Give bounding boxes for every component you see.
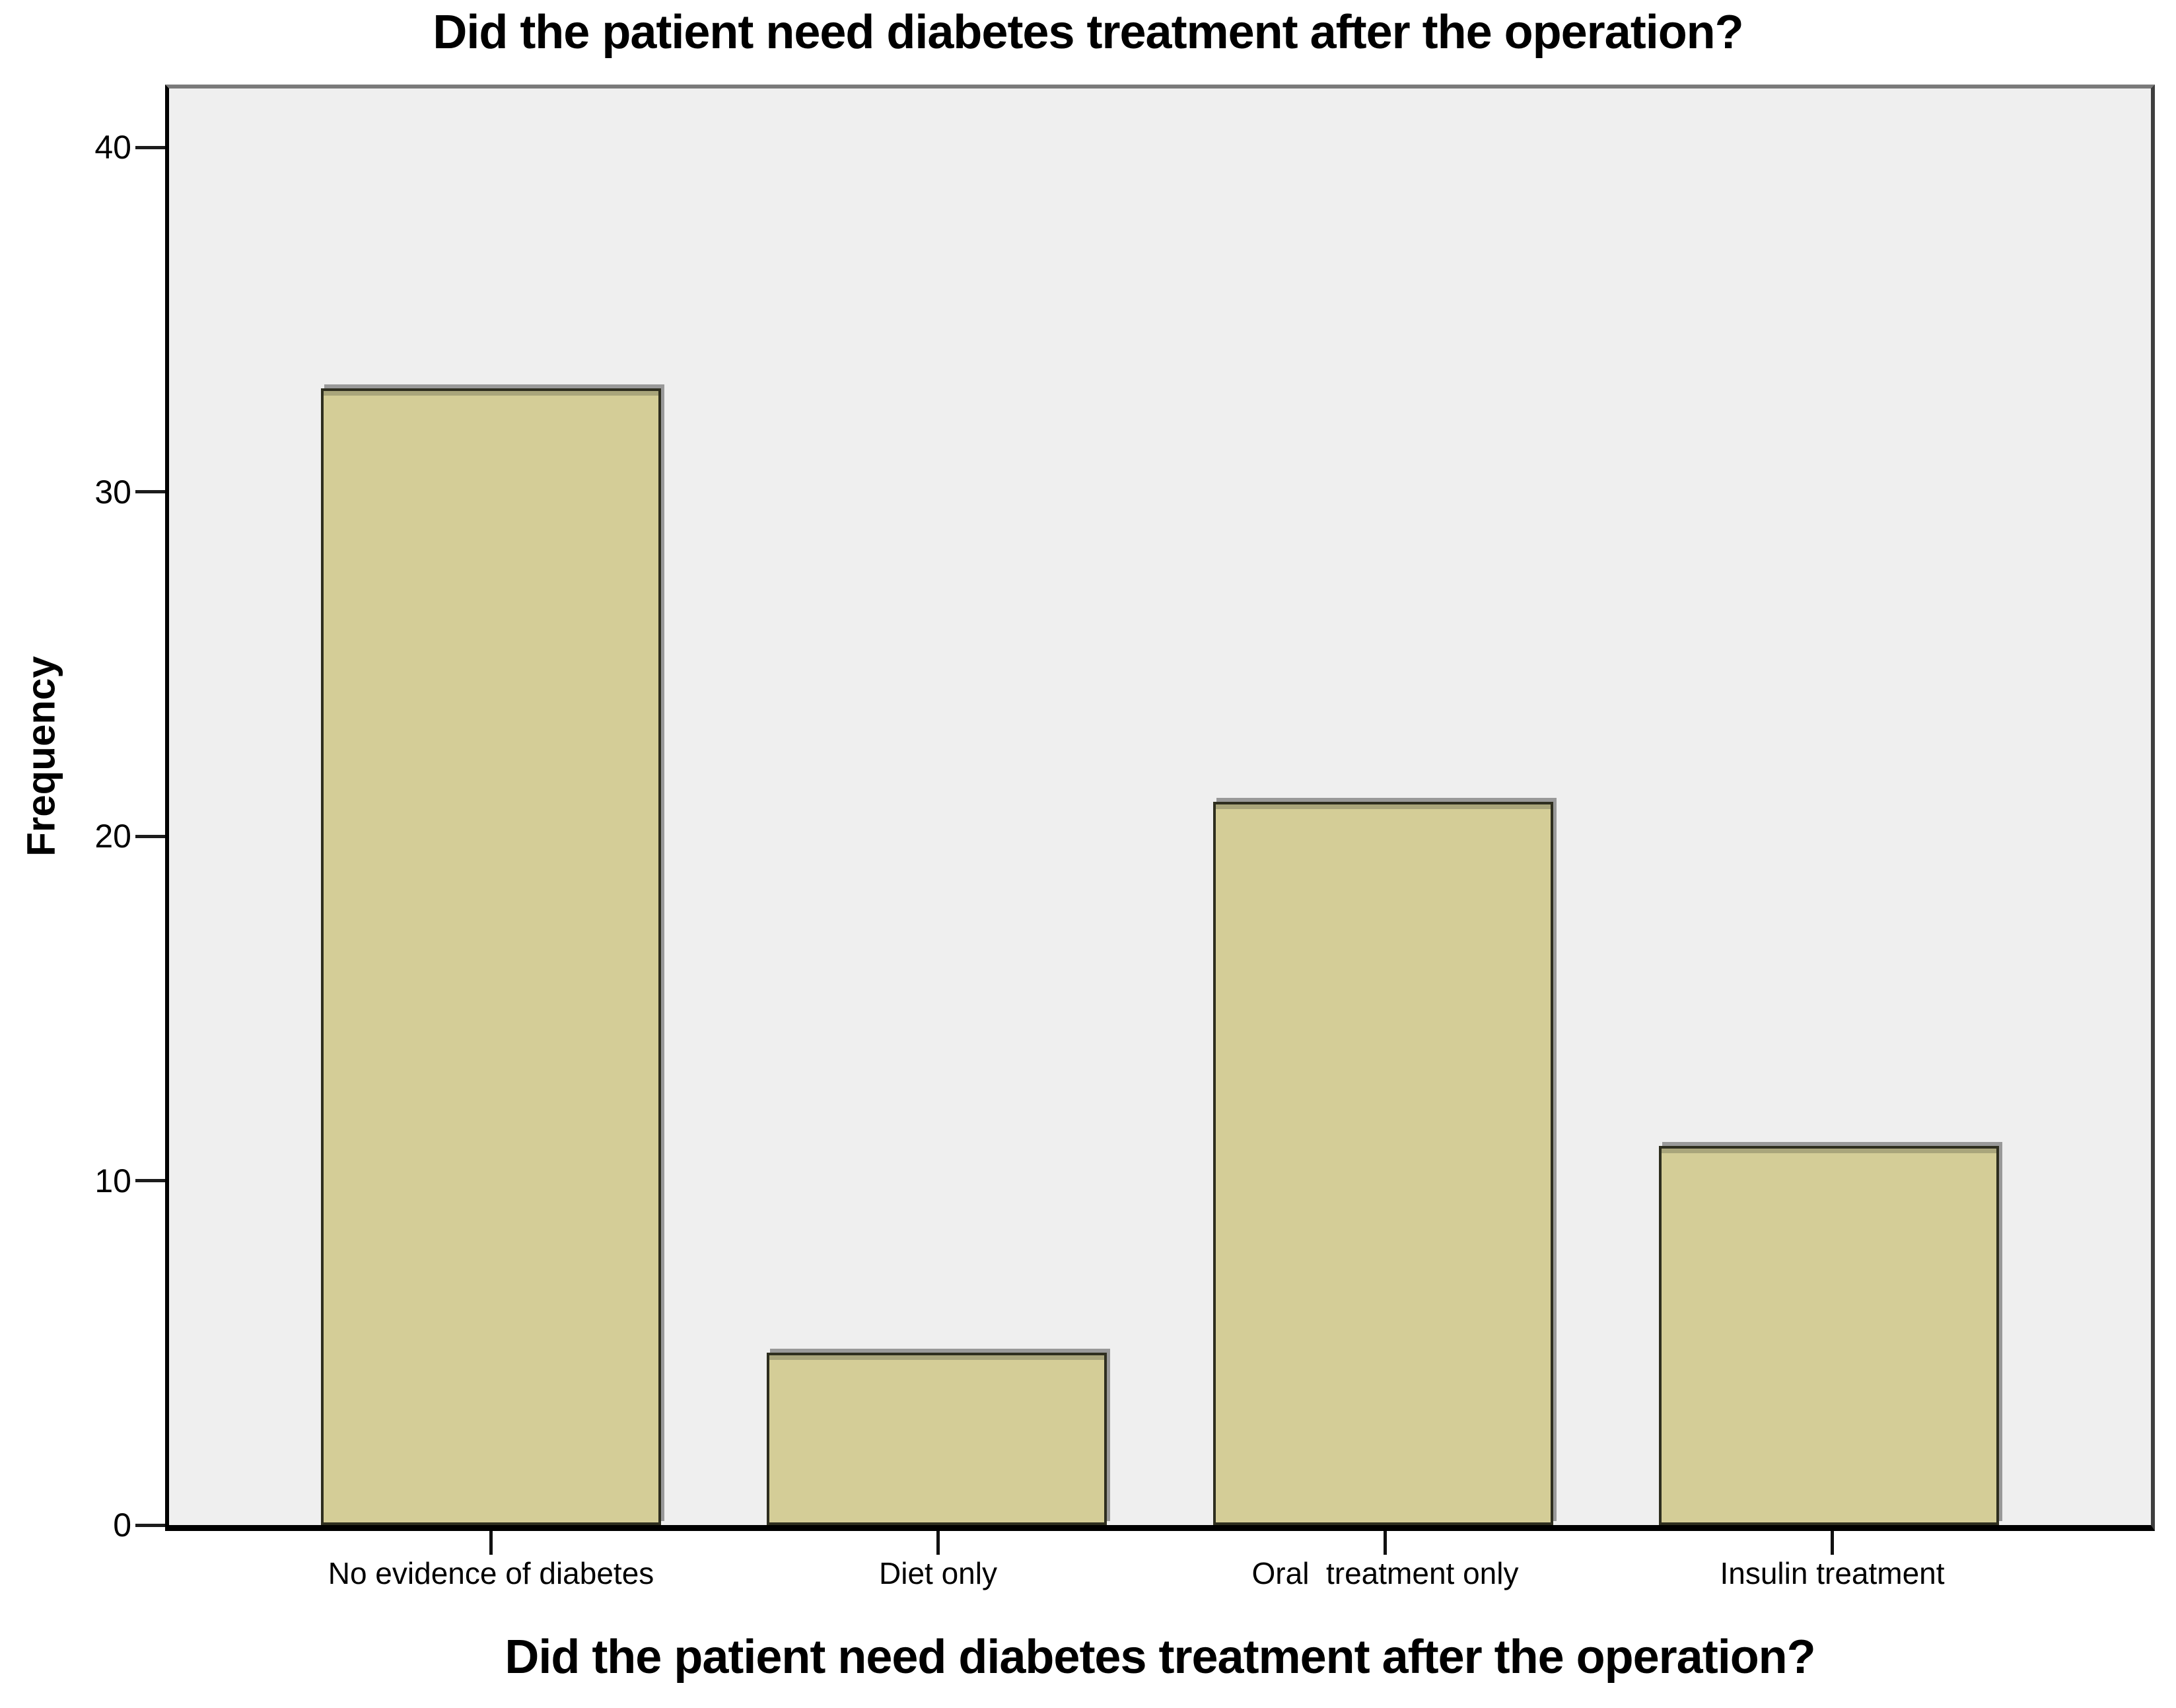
y-tick-label: 20 — [94, 818, 131, 855]
y-tick-label: 30 — [94, 473, 131, 511]
x-axis-title: Did the patient need diabetes treatment … — [505, 1631, 1815, 1684]
plot-area: 0 10 20 30 40 No evidence of diabetes Diet onl… — [94, 85, 2155, 1590]
x-tick-label: No evidence of diabetes — [328, 1556, 654, 1590]
bar-2 — [1212, 801, 1553, 1525]
y-tick-label: 40 — [94, 129, 131, 166]
y-tick-mark — [135, 1523, 165, 1527]
y-tick-mark — [135, 834, 165, 838]
bars-container — [169, 89, 2151, 1525]
y-axis-title-text: Frequency — [18, 656, 63, 857]
x-tick-label: Oral treatment only — [1251, 1556, 1519, 1590]
x-tick-mark — [1831, 1531, 1834, 1555]
bar-1 — [767, 1353, 1107, 1525]
bar-3 — [1658, 1146, 1999, 1525]
chart-title: Did the patient need diabetes treatment … — [433, 6, 1743, 59]
y-tick-label: 0 — [113, 1507, 131, 1544]
x-tick-mark — [1384, 1531, 1387, 1555]
x-tick-label: Diet only — [879, 1556, 997, 1590]
x-tick-label: Insulin treatment — [1720, 1556, 1945, 1590]
bar-0 — [321, 388, 661, 1525]
y-tick-mark — [135, 145, 165, 149]
x-tick-mark — [936, 1531, 940, 1555]
y-tick-mark — [135, 490, 165, 493]
x-tick-mark — [489, 1531, 493, 1555]
y-tick-label: 10 — [94, 1162, 131, 1199]
y-tick-mark — [135, 1179, 165, 1182]
